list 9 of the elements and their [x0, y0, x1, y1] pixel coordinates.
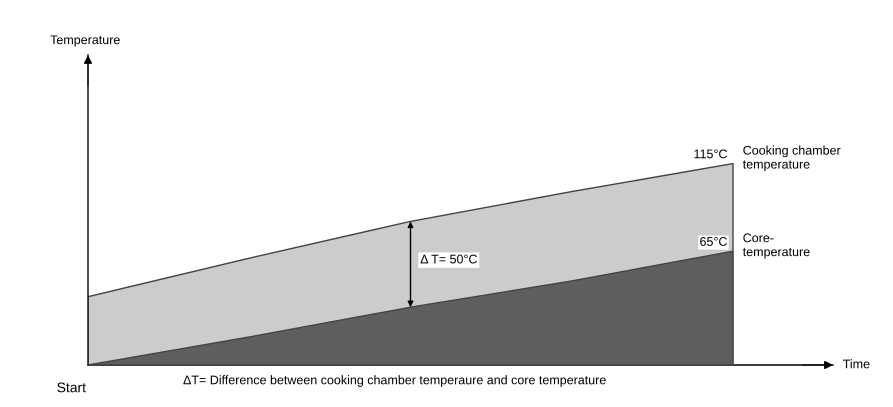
text: ΔT= Difference between cooking chamber temperaure and core temperature — [183, 375, 606, 387]
data-label: 115°C — [694, 149, 727, 158]
series-label: Core- temperature — [742, 233, 810, 259]
annotation: Δ T= 50°C — [420, 254, 477, 264]
y-axis-title: Temperature — [50, 35, 120, 47]
text: Start — [57, 382, 86, 392]
data-label: 65°C — [700, 237, 727, 246]
x-axis-title: Time — [843, 359, 870, 368]
series-label: Cooking chamber temperature — [742, 146, 840, 172]
